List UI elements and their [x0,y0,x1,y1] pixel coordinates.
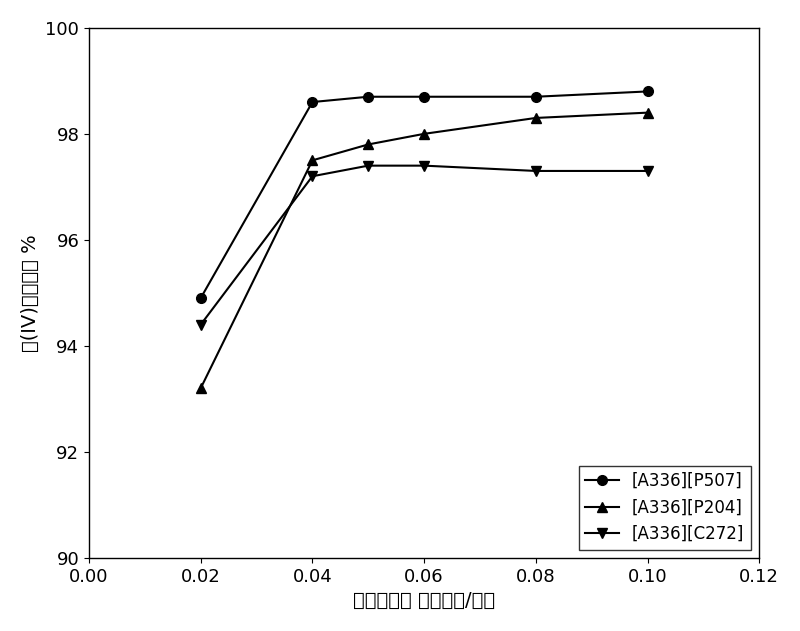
[A336][P204] [196,384,206,392]
Y-axis label: 钇(IV)的萸取率 %: 钇(IV)的萸取率 % [21,234,40,351]
[A336][P507] [531,93,541,100]
[A336][C272] [308,172,318,180]
[A336][C272] [363,162,373,170]
Line: [A336][C272]: [A336][C272] [196,161,652,329]
[A336][P204] [642,109,652,117]
Legend: [A336][P507], [A336][P204], [A336][C272]: [A336][P507], [A336][P204], [A336][C272] [578,466,751,550]
[A336][P204] [308,156,318,164]
[A336][P204] [363,141,373,148]
[A336][P507] [363,93,373,100]
X-axis label: 萸取剂的浓 度（摩尔/升）: 萸取剂的浓 度（摩尔/升） [353,591,495,610]
Line: [A336][P204]: [A336][P204] [196,108,652,393]
[A336][C272] [196,321,206,329]
[A336][P507] [196,295,206,302]
[A336][P507] [308,98,318,106]
[A336][P507] [419,93,429,100]
[A336][C272] [531,167,541,175]
[A336][P204] [531,114,541,122]
Line: [A336][P507]: [A336][P507] [196,86,652,303]
[A336][C272] [642,167,652,175]
[A336][C272] [419,162,429,170]
[A336][P507] [642,88,652,95]
[A336][P204] [419,130,429,138]
